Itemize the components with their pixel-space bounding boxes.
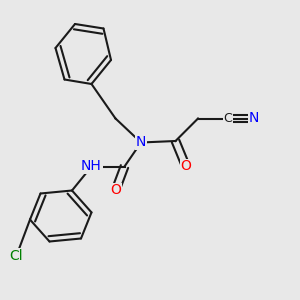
Text: C: C <box>224 112 232 125</box>
Text: Cl: Cl <box>10 249 23 262</box>
Text: O: O <box>110 184 121 197</box>
Text: NH: NH <box>81 160 102 173</box>
Text: N: N <box>136 136 146 149</box>
Text: N: N <box>248 112 259 125</box>
Text: O: O <box>181 160 191 173</box>
